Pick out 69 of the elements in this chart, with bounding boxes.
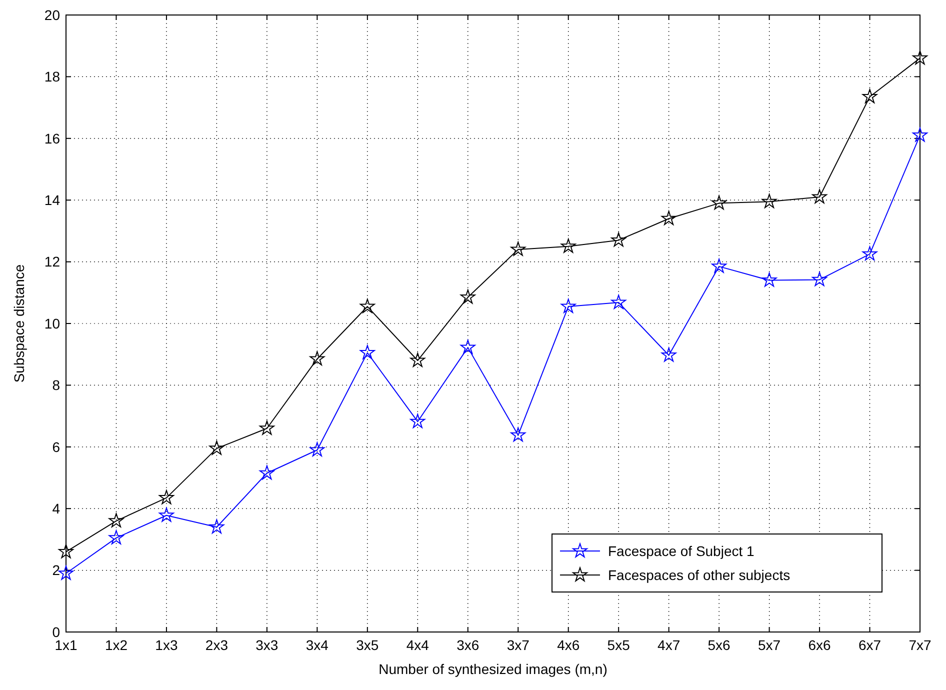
point bbox=[862, 88, 878, 104]
x-tick-label: 5x7 bbox=[758, 637, 781, 653]
point bbox=[410, 414, 426, 428]
point bbox=[360, 298, 375, 313]
point bbox=[560, 238, 576, 253]
point bbox=[611, 232, 626, 247]
point bbox=[310, 442, 325, 456]
point bbox=[310, 351, 325, 366]
point bbox=[209, 440, 224, 455]
x-tick-label: 1x3 bbox=[155, 637, 178, 653]
x-tick-label: 4x7 bbox=[658, 637, 680, 653]
point bbox=[611, 294, 626, 309]
point bbox=[159, 508, 174, 522]
y-tick-label: 0 bbox=[52, 624, 60, 640]
point bbox=[209, 519, 224, 534]
x-tick-label: 6x6 bbox=[808, 637, 832, 653]
y-tick-label: 4 bbox=[52, 500, 60, 516]
point bbox=[108, 513, 124, 528]
y-tick-label: 18 bbox=[44, 68, 60, 85]
legend-label: Facespace of Subject 1 bbox=[608, 542, 755, 559]
x-tick-label: 4x4 bbox=[406, 637, 430, 653]
x-tick-label: 3x6 bbox=[456, 637, 480, 653]
point bbox=[661, 347, 676, 362]
x-tick-label: 6x7 bbox=[858, 637, 882, 653]
x-tick-label: 3x4 bbox=[306, 637, 329, 653]
point bbox=[58, 566, 74, 580]
point bbox=[259, 465, 274, 480]
point bbox=[510, 427, 526, 442]
point bbox=[712, 258, 727, 273]
point bbox=[812, 189, 827, 204]
x-tick-label: 1x1 bbox=[54, 637, 78, 653]
y-tick-label: 8 bbox=[52, 377, 60, 394]
point bbox=[460, 340, 476, 354]
point bbox=[410, 352, 426, 367]
point bbox=[762, 194, 777, 208]
point bbox=[510, 242, 526, 256]
x-tick-label: 3x5 bbox=[356, 637, 379, 653]
y-axis-title: Subspace distance bbox=[11, 264, 27, 383]
y-tick-label: 20 bbox=[44, 6, 60, 23]
x-tick-label: 5x5 bbox=[607, 637, 630, 653]
point bbox=[108, 530, 124, 544]
x-tick-label: 4x6 bbox=[557, 637, 580, 653]
x-tick-label: 3x3 bbox=[256, 637, 278, 653]
x-tick-label: 5x6 bbox=[708, 637, 731, 653]
point bbox=[360, 344, 375, 360]
y-tick-label: 10 bbox=[44, 315, 60, 332]
point bbox=[712, 195, 727, 210]
point bbox=[912, 50, 928, 65]
x-tick-label: 7x7 bbox=[908, 637, 932, 653]
x-axis-title: Number of synthesized images (m,n) bbox=[378, 661, 608, 677]
y-tick-label: 2 bbox=[52, 562, 60, 578]
y-tick-label: 16 bbox=[44, 130, 60, 146]
y-tick-label: 14 bbox=[44, 192, 60, 208]
point bbox=[259, 420, 274, 435]
x-tick-label: 1x2 bbox=[104, 637, 128, 653]
point bbox=[460, 289, 476, 304]
point bbox=[560, 298, 576, 313]
point bbox=[812, 272, 827, 286]
point bbox=[58, 544, 74, 558]
x-tick-label: 2x3 bbox=[205, 637, 228, 653]
point bbox=[862, 246, 878, 260]
x-tick-label: 3x7 bbox=[506, 637, 530, 653]
point bbox=[661, 210, 676, 226]
y-tick-label: 6 bbox=[52, 438, 60, 455]
point bbox=[159, 490, 174, 504]
point bbox=[762, 272, 777, 287]
point bbox=[912, 128, 928, 142]
y-tick-label: 12 bbox=[44, 254, 60, 270]
legend-label: Facespaces of other subjects bbox=[608, 566, 790, 583]
